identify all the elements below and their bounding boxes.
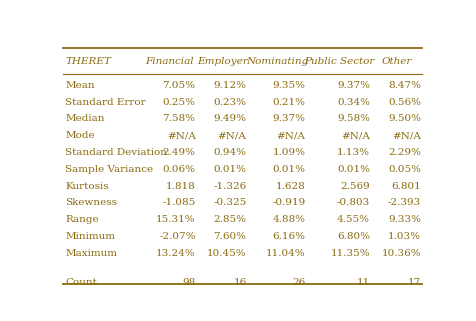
Text: Count: Count bbox=[65, 278, 97, 287]
Text: 6.16%: 6.16% bbox=[273, 232, 306, 241]
Text: 0.21%: 0.21% bbox=[273, 98, 306, 107]
Text: 16: 16 bbox=[233, 278, 247, 287]
Text: -2.393: -2.393 bbox=[388, 198, 421, 207]
Text: 1.09%: 1.09% bbox=[273, 148, 306, 157]
Text: 1.818: 1.818 bbox=[166, 182, 196, 191]
Text: #N/A: #N/A bbox=[392, 131, 421, 140]
Text: 10.45%: 10.45% bbox=[207, 249, 247, 258]
Text: Nominating: Nominating bbox=[247, 57, 308, 66]
Text: -0.325: -0.325 bbox=[213, 198, 247, 207]
Text: Standard Deviation: Standard Deviation bbox=[65, 148, 167, 157]
Text: 0.94%: 0.94% bbox=[214, 148, 247, 157]
Text: -2.07%: -2.07% bbox=[159, 232, 196, 241]
Text: 98: 98 bbox=[182, 278, 196, 287]
Text: THERET: THERET bbox=[65, 57, 111, 66]
Text: Other: Other bbox=[382, 57, 412, 66]
Text: Minimum: Minimum bbox=[65, 232, 115, 241]
Text: 17: 17 bbox=[408, 278, 421, 287]
Text: 2.569: 2.569 bbox=[340, 182, 370, 191]
Text: #N/A: #N/A bbox=[167, 131, 196, 140]
Text: 9.58%: 9.58% bbox=[337, 114, 370, 123]
Text: 7.05%: 7.05% bbox=[163, 81, 196, 90]
Text: 8.47%: 8.47% bbox=[388, 81, 421, 90]
Text: 0.01%: 0.01% bbox=[214, 165, 247, 174]
Text: 0.34%: 0.34% bbox=[337, 98, 370, 107]
Text: Median: Median bbox=[65, 114, 105, 123]
Text: 2.85%: 2.85% bbox=[214, 215, 247, 224]
Text: Standard Error: Standard Error bbox=[65, 98, 146, 107]
Text: 9.49%: 9.49% bbox=[214, 114, 247, 123]
Text: 15.31%: 15.31% bbox=[156, 215, 196, 224]
Text: 4.55%: 4.55% bbox=[337, 215, 370, 224]
Text: 11: 11 bbox=[357, 278, 370, 287]
Text: 11.04%: 11.04% bbox=[266, 249, 306, 258]
Text: 7.58%: 7.58% bbox=[163, 114, 196, 123]
Text: 2.49%: 2.49% bbox=[163, 148, 196, 157]
Text: #N/A: #N/A bbox=[277, 131, 306, 140]
Text: Financial: Financial bbox=[146, 57, 194, 66]
Text: Employer: Employer bbox=[197, 57, 248, 66]
Text: -1.085: -1.085 bbox=[162, 198, 196, 207]
Text: 7.60%: 7.60% bbox=[214, 232, 247, 241]
Text: Mean: Mean bbox=[65, 81, 95, 90]
Text: 0.06%: 0.06% bbox=[163, 165, 196, 174]
Text: 0.01%: 0.01% bbox=[273, 165, 306, 174]
Text: 0.56%: 0.56% bbox=[388, 98, 421, 107]
Text: #N/A: #N/A bbox=[341, 131, 370, 140]
Text: 13.24%: 13.24% bbox=[156, 249, 196, 258]
Text: 9.50%: 9.50% bbox=[388, 114, 421, 123]
Text: -1.326: -1.326 bbox=[213, 182, 247, 191]
Text: Range: Range bbox=[65, 215, 99, 224]
Text: 1.13%: 1.13% bbox=[337, 148, 370, 157]
Text: 9.37%: 9.37% bbox=[273, 114, 306, 123]
Text: 9.33%: 9.33% bbox=[388, 215, 421, 224]
Text: 9.35%: 9.35% bbox=[273, 81, 306, 90]
Text: Mode: Mode bbox=[65, 131, 95, 140]
Text: Skewness: Skewness bbox=[65, 198, 117, 207]
Text: 0.25%: 0.25% bbox=[163, 98, 196, 107]
Text: 1.03%: 1.03% bbox=[388, 232, 421, 241]
Text: -0.919: -0.919 bbox=[272, 198, 306, 207]
Text: 11.35%: 11.35% bbox=[330, 249, 370, 258]
Text: 1.628: 1.628 bbox=[276, 182, 306, 191]
Text: Kurtosis: Kurtosis bbox=[65, 182, 109, 191]
Text: 0.01%: 0.01% bbox=[337, 165, 370, 174]
Text: Public Sector: Public Sector bbox=[304, 57, 375, 66]
Text: Sample Variance: Sample Variance bbox=[65, 165, 153, 174]
Text: 6.80%: 6.80% bbox=[337, 232, 370, 241]
Text: 26: 26 bbox=[292, 278, 306, 287]
Text: 9.12%: 9.12% bbox=[214, 81, 247, 90]
Text: 0.23%: 0.23% bbox=[214, 98, 247, 107]
Text: 0.05%: 0.05% bbox=[388, 165, 421, 174]
Text: 9.37%: 9.37% bbox=[337, 81, 370, 90]
Text: Maximum: Maximum bbox=[65, 249, 117, 258]
Text: 10.36%: 10.36% bbox=[381, 249, 421, 258]
Text: -0.803: -0.803 bbox=[337, 198, 370, 207]
Text: 4.88%: 4.88% bbox=[273, 215, 306, 224]
Text: 6.801: 6.801 bbox=[391, 182, 421, 191]
Text: 2.29%: 2.29% bbox=[388, 148, 421, 157]
Text: #N/A: #N/A bbox=[218, 131, 247, 140]
